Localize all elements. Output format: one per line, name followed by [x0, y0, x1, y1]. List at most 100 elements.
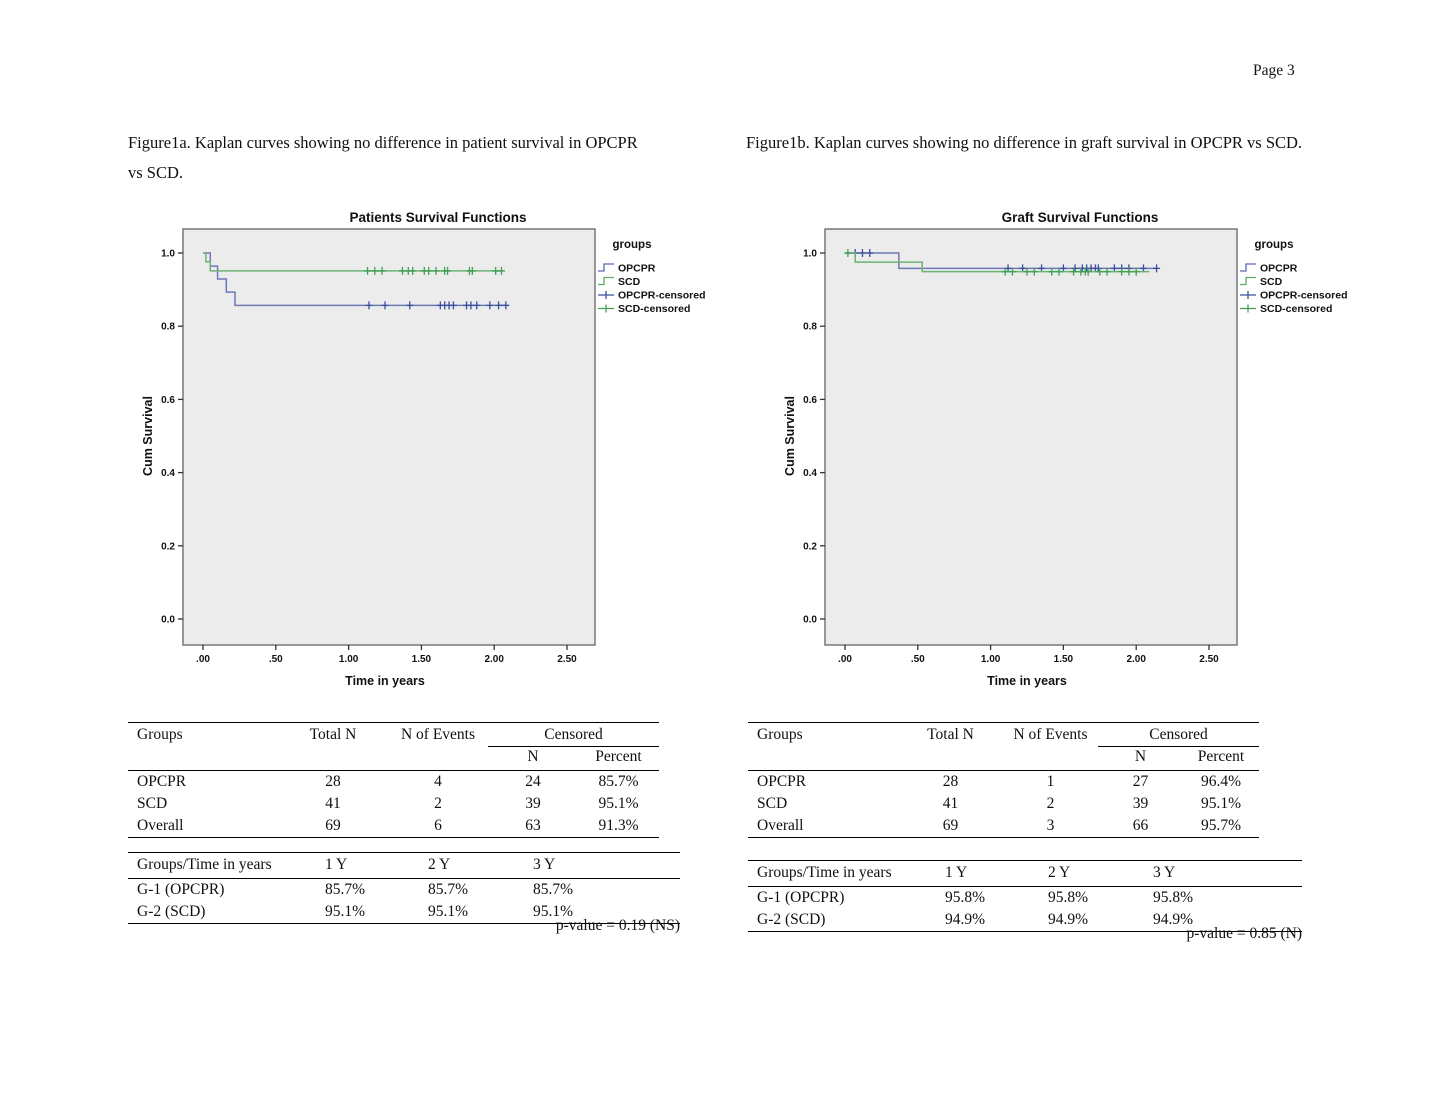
table-cell: 69 — [325, 816, 341, 834]
x-tick-label: 1.00 — [339, 654, 359, 665]
table-row: OPCPR 28 4 24 85.7% — [128, 770, 659, 792]
scd-censored-mark — [425, 266, 433, 275]
y-axis-title: Cum Survival — [783, 396, 797, 476]
scd-censored-mark — [432, 266, 440, 275]
scd-censored-mark — [1084, 267, 1092, 276]
table-cell: 95.8% — [1048, 888, 1089, 906]
figure1b-caption: Figure1b. Kaplan curves showing no diffe… — [746, 133, 1303, 152]
legend-step-glyph — [598, 276, 614, 286]
column-header: 2 Y — [1048, 860, 1153, 887]
y-tick-label: 1.0 — [161, 249, 175, 260]
table-cell: G-2 (SCD) — [757, 910, 826, 928]
table-cell: 85.7% — [325, 880, 366, 898]
legend-plus-glyph — [598, 304, 614, 313]
chart-title: Graft Survival Functions — [1002, 210, 1159, 225]
scd-censored-mark — [1118, 267, 1126, 276]
scd-censored-mark — [409, 266, 417, 275]
column-header: Groups/Time in years — [128, 852, 325, 879]
y-tick-label: 0.0 — [161, 615, 175, 626]
table-cell: SCD — [137, 794, 168, 812]
patient-summary-table: Groups Total N N of Events Censored N Pe… — [128, 722, 660, 838]
scd-censored-mark — [1070, 267, 1078, 276]
y-axis-title: Cum Survival — [141, 396, 155, 476]
scd-censored-mark — [1001, 267, 1009, 276]
kaplan-curve-svg: Patients Survival Functions .00 .50 1.00 1.5… — [141, 210, 706, 688]
scd-censored-mark — [1132, 267, 1140, 276]
table-row: Overall 69 3 66 95.7% — [748, 815, 1259, 837]
table-cell: 41 — [325, 794, 341, 812]
scd-censored-mark — [497, 266, 505, 275]
x-tick-label: .50 — [269, 654, 283, 665]
table-cell: 41 — [942, 794, 959, 812]
table-cell: 85.7% — [598, 772, 639, 790]
x-axis-title: Time in years — [987, 674, 1067, 688]
legend-step-glyph — [1240, 263, 1256, 272]
patient-survival-by-year-table: Groups/Time in years 1 Y 2 Y 3 Y G-1 (OP… — [128, 852, 680, 924]
scd-survival-curve — [845, 252, 1150, 273]
figure1a-caption: Figure1a. Kaplan curves showing no diffe… — [128, 133, 638, 183]
scd-censored-mark — [1023, 267, 1031, 276]
patient-p-value: p-value = 0.19 (NS) — [555, 917, 680, 934]
table-cell: 28 — [325, 772, 341, 790]
legend-title: groups — [613, 239, 652, 251]
opcpr-survival-curve — [203, 252, 509, 307]
x-tick-label: 2.00 — [484, 654, 504, 665]
legend-item-label: OPCPR — [1260, 263, 1298, 275]
column-header: 1 Y — [325, 852, 428, 879]
page-number: Page 3 — [1253, 62, 1295, 79]
scd-censored-mark — [1096, 267, 1104, 276]
x-tick-label: 2.50 — [1199, 654, 1219, 665]
table-cell: 95.1% — [1200, 794, 1242, 812]
table-cell: G-1 (OPCPR) — [757, 888, 845, 906]
table-cell: 95.7% — [1200, 816, 1242, 834]
scd-censored-mark — [1030, 267, 1038, 276]
legend-step-glyph — [598, 263, 614, 272]
table-cell: 85.7% — [428, 880, 469, 898]
column-header: Censored — [1098, 722, 1260, 747]
scd-censored-mark — [1048, 267, 1056, 276]
chart-title: Patients Survival Functions — [349, 210, 526, 225]
column-header: Groups — [748, 722, 898, 771]
opcpr-censored-mark — [1153, 264, 1161, 273]
column-header: 2 Y — [428, 852, 533, 879]
x-tick-label: 1.50 — [1054, 654, 1074, 665]
y-tick-label: 0.2 — [161, 541, 175, 552]
scd-censored-mark — [468, 266, 476, 275]
y-tick-label: 0.2 — [803, 541, 817, 552]
legend-item-label: SCD — [618, 276, 641, 288]
column-header: N of Events — [1003, 722, 1098, 771]
table-cell: 39 — [525, 794, 541, 812]
opcpr-censored-mark — [365, 301, 373, 310]
legend-plus-glyph — [1240, 304, 1256, 313]
column-header: Percent — [1183, 746, 1260, 771]
table-cell: G-1 (OPCPR) — [137, 880, 225, 898]
legend-item-label: SCD-censored — [1260, 303, 1332, 315]
column-header: Groups/Time in years — [748, 860, 945, 887]
table-cell: 95.1% — [533, 902, 574, 920]
plot-area — [824, 228, 1238, 646]
table-cell: 63 — [525, 816, 541, 834]
legend-item-label: OPCPR-censored — [1260, 290, 1348, 302]
opcpr-censored-mark — [381, 301, 389, 310]
x-tick-label: 1.50 — [412, 654, 432, 665]
graft-survival-by-year-table: Groups/Time in years 1 Y 2 Y 3 Y G-1 (OP… — [748, 860, 1302, 932]
table-row: G-1 (OPCPR) 85.7% 85.7% 85.7% — [128, 878, 680, 900]
table-cell: 95.1% — [428, 902, 469, 920]
opcpr-censored-mark — [473, 301, 481, 310]
scd-censored-mark — [364, 266, 372, 275]
legend-item-label: OPCPR-censored — [618, 290, 706, 302]
table-cell: G-2 (SCD) — [137, 902, 206, 920]
x-axis-title: Time in years — [345, 674, 425, 688]
table-cell: Overall — [757, 816, 804, 834]
column-header: 1 Y — [945, 860, 1048, 887]
graft-p-value: p-value = 0.85 (N) — [1186, 925, 1303, 942]
column-header: Censored — [488, 722, 660, 747]
table-row: G-2 (SCD) 94.9% 94.9% 94.9% — [748, 909, 1302, 931]
y-tick-label: 1.0 — [803, 249, 817, 260]
table-cell: 3 — [1046, 816, 1055, 834]
scd-censored-mark — [1008, 267, 1016, 276]
table-cell: 27 — [1132, 772, 1149, 790]
table-cell: 39 — [1132, 794, 1149, 812]
patients-survival-chart: Patients Survival Functions .00 .50 1.00 1.5… — [138, 208, 738, 700]
